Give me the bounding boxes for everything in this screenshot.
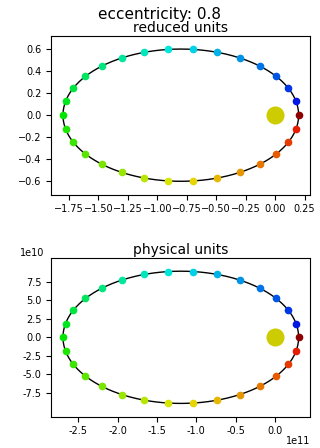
Text: 1e10: 1e10 [20, 248, 44, 258]
Title: physical units: physical units [133, 243, 228, 257]
Text: eccentricity: 0.8: eccentricity: 0.8 [99, 7, 221, 22]
Title: reduced units: reduced units [133, 21, 228, 34]
Text: 1e11: 1e11 [286, 436, 310, 446]
